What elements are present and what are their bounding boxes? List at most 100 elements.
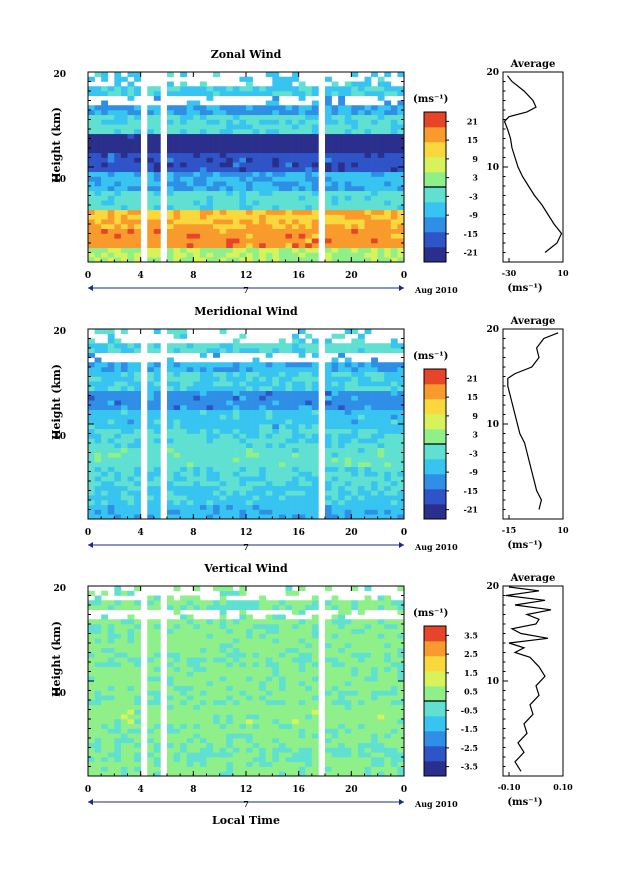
heat-cell bbox=[338, 86, 346, 92]
heat-cell bbox=[311, 647, 319, 653]
heat-cell bbox=[206, 119, 214, 125]
heat-cell bbox=[259, 671, 267, 677]
heat-cell bbox=[127, 466, 135, 472]
heat-cell bbox=[88, 600, 95, 606]
heat-cell bbox=[219, 738, 227, 744]
heat-cell bbox=[153, 405, 161, 411]
heat-cell bbox=[206, 257, 214, 263]
heat-cell bbox=[226, 742, 234, 748]
heat-cell bbox=[226, 676, 234, 682]
heat-cell bbox=[252, 152, 260, 158]
heat-cell bbox=[239, 405, 247, 411]
heat-cell bbox=[232, 590, 240, 596]
heat-cell bbox=[107, 466, 115, 472]
heat-cell bbox=[351, 666, 359, 672]
heat-cell bbox=[338, 495, 346, 501]
heat-cell bbox=[94, 714, 102, 720]
heat-cell bbox=[206, 162, 214, 168]
heat-cell bbox=[173, 386, 181, 392]
heat-cell bbox=[186, 652, 194, 658]
heat-cell bbox=[153, 247, 161, 253]
heat-cell bbox=[325, 257, 332, 263]
heat-cell bbox=[331, 167, 339, 173]
heat-cell bbox=[101, 428, 109, 434]
heat-cell bbox=[101, 719, 109, 725]
heat-cell bbox=[311, 443, 319, 449]
heat-cell bbox=[213, 647, 220, 653]
heat-cell bbox=[344, 167, 352, 173]
heat-cell bbox=[331, 86, 339, 92]
heat-cell bbox=[153, 738, 161, 744]
heat-cell bbox=[206, 195, 214, 201]
heat-cell bbox=[114, 723, 122, 729]
heat-cell bbox=[344, 186, 352, 192]
heat-cell bbox=[88, 490, 95, 496]
heat-cell bbox=[305, 671, 313, 677]
heat-cell bbox=[305, 452, 313, 458]
heat-cell bbox=[371, 362, 378, 368]
heat-cell bbox=[153, 485, 161, 491]
heat-cell bbox=[88, 657, 95, 663]
heat-cell bbox=[193, 638, 201, 644]
heat-cell bbox=[219, 386, 227, 392]
heat-cell bbox=[397, 438, 405, 444]
heat-cell bbox=[298, 471, 306, 477]
heat-cell bbox=[285, 586, 293, 592]
heat-cell bbox=[101, 638, 109, 644]
heat-cell bbox=[384, 81, 392, 87]
heat-cell bbox=[199, 676, 207, 682]
heat-cell bbox=[377, 367, 385, 373]
heat-cell bbox=[272, 428, 280, 434]
heat-cell bbox=[134, 704, 141, 710]
heat-cell bbox=[259, 757, 267, 763]
heat-cell bbox=[173, 452, 181, 458]
heat-cell bbox=[338, 119, 346, 125]
heat-cell bbox=[134, 257, 141, 263]
heat-cell bbox=[226, 704, 234, 710]
heat-cell bbox=[107, 452, 115, 458]
heat-cell bbox=[127, 214, 135, 220]
heat-cell bbox=[371, 200, 378, 206]
heat-cell bbox=[278, 405, 286, 411]
heat-cell bbox=[101, 424, 109, 430]
heat-cell bbox=[134, 386, 141, 392]
heat-cell bbox=[252, 723, 260, 729]
heat-cell bbox=[331, 205, 339, 211]
heat-cell bbox=[265, 719, 273, 725]
heat-cell bbox=[371, 481, 378, 487]
heat-cell bbox=[173, 757, 181, 763]
heat-cell bbox=[107, 457, 115, 463]
heat-cell bbox=[232, 119, 240, 125]
heat-cell bbox=[134, 91, 141, 97]
heat-cell bbox=[127, 471, 135, 477]
heat-cell bbox=[331, 400, 339, 406]
heat-cell bbox=[278, 438, 286, 444]
heat-cell bbox=[114, 143, 122, 149]
heat-cell bbox=[305, 195, 313, 201]
heat-cell bbox=[285, 176, 293, 182]
heat-cell bbox=[252, 257, 260, 263]
heat-cell bbox=[278, 685, 286, 691]
heat-cell bbox=[351, 709, 359, 715]
heat-cell bbox=[397, 181, 405, 187]
heat-cell bbox=[325, 200, 332, 206]
heat-cell bbox=[186, 638, 194, 644]
heat-cell bbox=[298, 152, 306, 158]
heat-cell bbox=[259, 138, 267, 144]
heat-cell bbox=[213, 733, 220, 739]
heat-cell bbox=[232, 200, 240, 206]
heat-cell bbox=[325, 162, 332, 168]
heat-cell bbox=[186, 733, 194, 739]
heat-cell bbox=[232, 348, 240, 354]
heat-cell bbox=[265, 433, 273, 439]
heat-cell bbox=[357, 695, 365, 701]
heat-cell bbox=[120, 190, 128, 196]
heat-cell bbox=[180, 200, 188, 206]
heat-cell bbox=[265, 195, 273, 201]
heat-cell bbox=[377, 205, 385, 211]
heat-cell bbox=[147, 247, 155, 253]
heat-cell bbox=[265, 509, 273, 515]
heat-cell bbox=[390, 148, 398, 154]
heat-cell bbox=[167, 738, 174, 744]
heat-cell bbox=[278, 695, 286, 701]
